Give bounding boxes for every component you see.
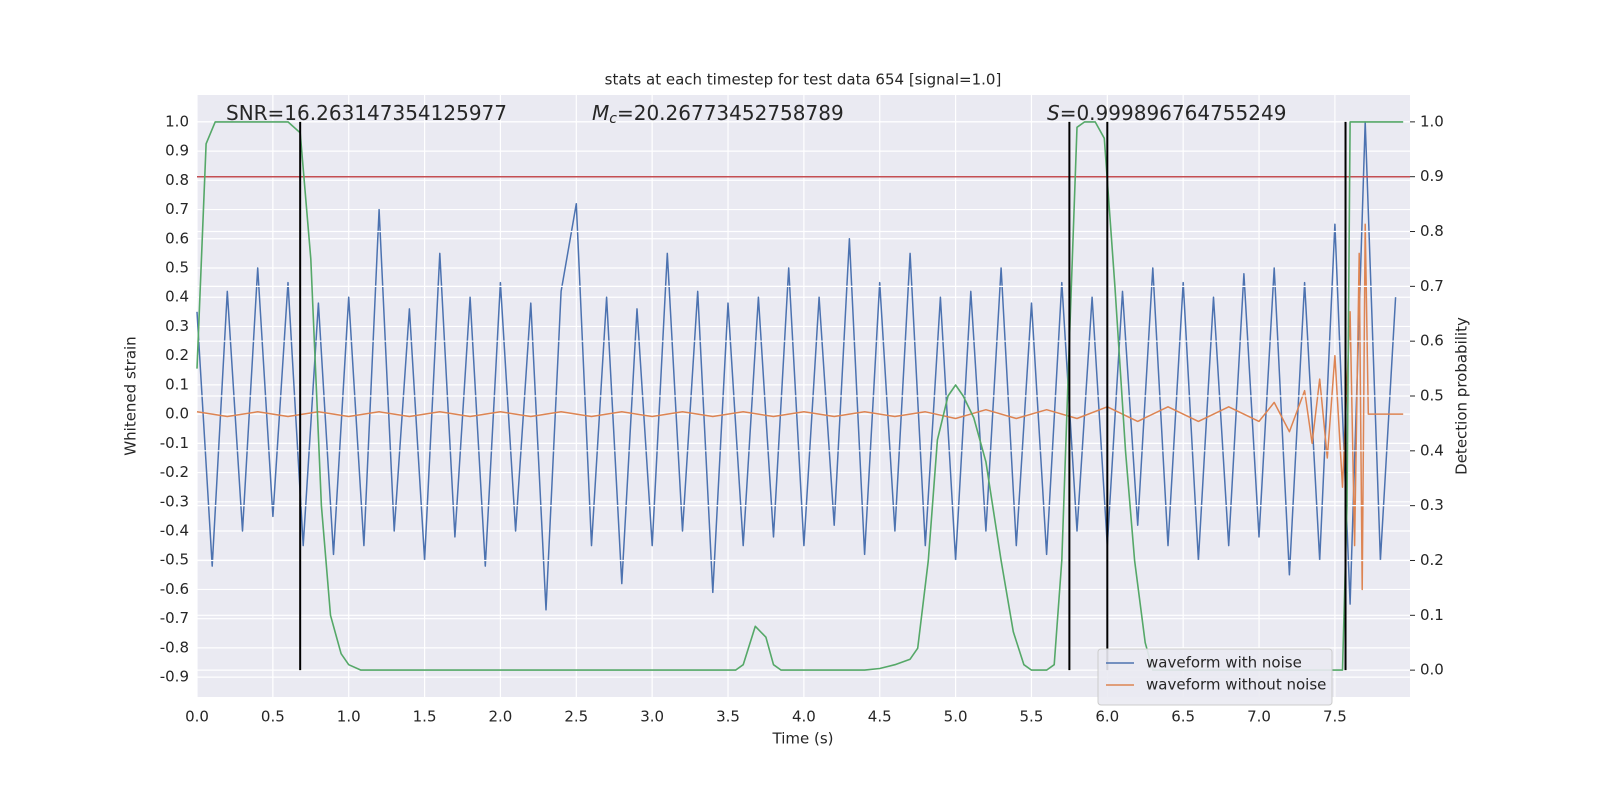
y2-tick-label: 0.3	[1420, 496, 1444, 514]
x-axis-label: Time (s)	[772, 730, 834, 748]
x-tick-label: 3.0	[640, 708, 664, 726]
y-tick-label: -0.3	[160, 492, 189, 510]
y-tick-label: 0.0	[165, 405, 189, 423]
annotation-text: =0.999896764755249	[1060, 101, 1287, 125]
x-tick-label: 5.5	[1020, 708, 1044, 726]
y2-tick-label: 0.5	[1420, 387, 1444, 405]
x-tick-label: 3.5	[716, 708, 740, 726]
series-line	[196, 223, 1404, 591]
x-tick-label: 0.5	[261, 708, 285, 726]
series-line	[196, 121, 1404, 671]
y2-tick-label: 1.0	[1420, 112, 1444, 130]
annotation-subscript: c	[609, 111, 617, 127]
annotation-symbol: M	[592, 101, 609, 125]
y2-tick-label: 0.7	[1420, 277, 1444, 295]
y-tick-label: 0.7	[165, 200, 189, 218]
y-tick-label: 1.0	[165, 112, 189, 130]
y2-tick-label: 0.8	[1420, 222, 1444, 240]
annotation: S=0.999896764755249	[1047, 101, 1286, 125]
annotation: Mc=20.26773452758789	[592, 101, 844, 128]
x-tick-label: 6.5	[1171, 708, 1195, 726]
y2-axis-label: Detection probability	[1453, 317, 1471, 475]
y-tick-label: -0.9	[160, 668, 189, 686]
y-tick-label: -0.6	[160, 580, 189, 598]
y-axis-label: Whitened strain	[122, 336, 140, 455]
legend-box	[1097, 648, 1333, 706]
legend-label: waveform with noise	[1146, 654, 1302, 672]
x-tick-label: 4.0	[792, 708, 816, 726]
chart-title: stats at each timestep for test data 654…	[605, 71, 1002, 89]
y2-tick-label: 0.6	[1420, 332, 1444, 350]
y-tick-label: 0.9	[165, 142, 189, 160]
annotation-text: =20.26773452758789	[617, 101, 844, 125]
y-tick-label: -0.4	[160, 522, 189, 540]
x-tick-label: 7.0	[1247, 708, 1271, 726]
series-line	[196, 121, 1397, 611]
y2-tick-label: 0.9	[1420, 167, 1444, 185]
x-tick-label: 7.5	[1323, 708, 1347, 726]
y-tick-label: 0.2	[165, 346, 189, 364]
x-tick-label: 1.0	[337, 708, 361, 726]
y2-tick-label: 0.1	[1420, 606, 1444, 624]
x-tick-label: 2.0	[489, 708, 513, 726]
y-tick-label: 0.8	[165, 171, 189, 189]
y2-tick-label: 0.4	[1420, 441, 1444, 459]
y-tick-label: -0.8	[160, 638, 189, 656]
x-tick-label: 1.5	[413, 708, 437, 726]
annotation-symbol: S	[1047, 101, 1060, 125]
y-tick-label: -0.1	[160, 434, 189, 452]
y-tick-label: -0.2	[160, 463, 189, 481]
annotation: SNR=16.263147354125977	[226, 101, 507, 125]
x-tick-label: 0.0	[185, 708, 209, 726]
y-tick-label: -0.7	[160, 609, 189, 627]
y-tick-label: 0.1	[165, 375, 189, 393]
y-tick-label: -0.5	[160, 551, 189, 569]
y-tick-label: 0.4	[165, 288, 189, 306]
y-tick-label: 0.3	[165, 317, 189, 335]
x-tick-label: 4.5	[868, 708, 892, 726]
y-tick-label: 0.5	[165, 259, 189, 277]
y2-tick-label: 0.0	[1420, 661, 1444, 679]
x-tick-label: 5.0	[944, 708, 968, 726]
legend-label: waveform without noise	[1146, 676, 1326, 694]
annotation-text: SNR=16.263147354125977	[226, 101, 507, 125]
y2-tick-label: 0.2	[1420, 551, 1444, 569]
x-tick-label: 6.0	[1095, 708, 1119, 726]
x-tick-label: 2.5	[564, 708, 588, 726]
y-tick-label: 0.6	[165, 229, 189, 247]
